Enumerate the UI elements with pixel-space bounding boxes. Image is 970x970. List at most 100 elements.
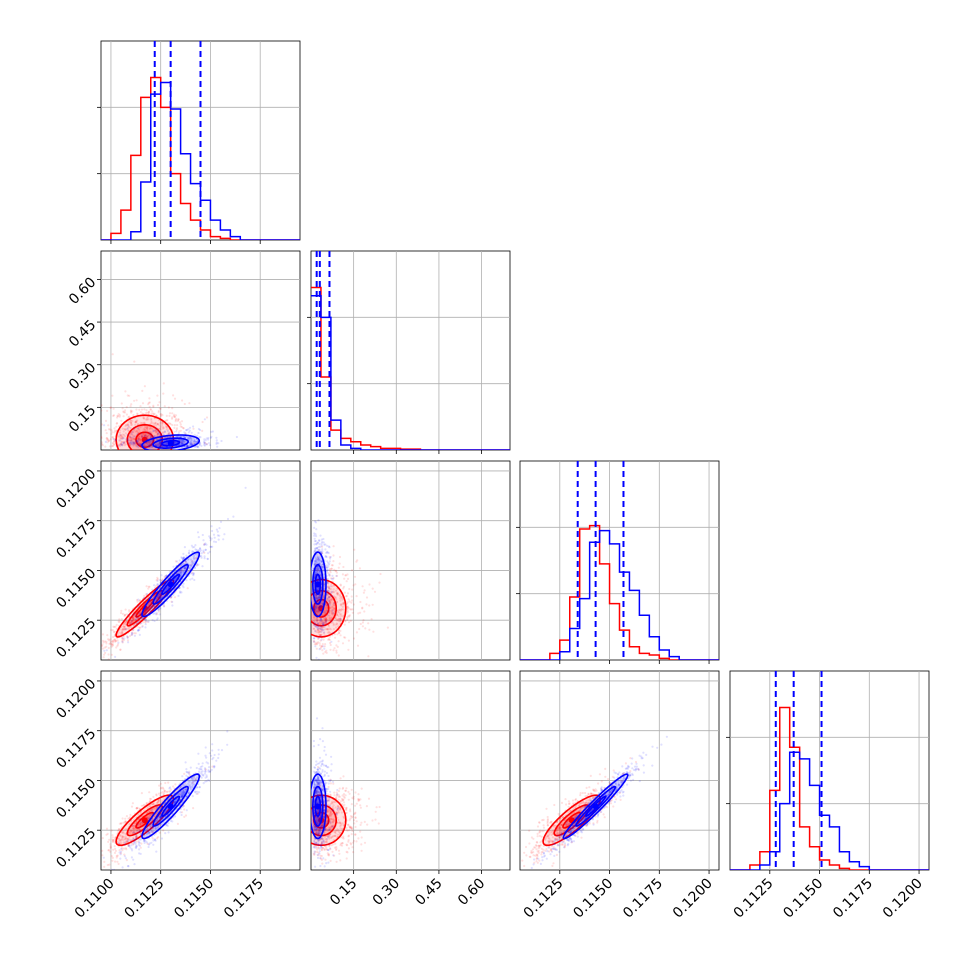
blue-samples xyxy=(312,519,342,660)
sample-point xyxy=(130,633,133,637)
sample-point xyxy=(137,838,141,841)
sample-point xyxy=(113,442,116,446)
sample-point xyxy=(318,571,321,574)
sample-point xyxy=(326,560,329,563)
sample-point xyxy=(315,597,318,600)
sample-point xyxy=(318,604,322,608)
sample-point xyxy=(127,817,130,820)
sample-point xyxy=(351,611,354,614)
sample-point xyxy=(109,642,112,645)
sample-point xyxy=(156,603,159,607)
sample-point xyxy=(146,429,149,432)
sample-point xyxy=(313,562,317,566)
sample-point xyxy=(135,419,138,422)
sample-point xyxy=(132,441,135,444)
sample-point xyxy=(339,583,342,586)
sample-point xyxy=(113,845,116,848)
sample-point xyxy=(181,584,184,587)
sample-point xyxy=(314,645,317,648)
sample-point xyxy=(179,429,182,432)
sample-point xyxy=(109,846,112,850)
sample-point xyxy=(127,438,130,441)
sample-point xyxy=(314,559,317,562)
sample-point xyxy=(315,570,318,573)
sample-point xyxy=(129,829,132,832)
sample-point xyxy=(190,436,193,440)
sample-point xyxy=(130,856,133,859)
sample-point xyxy=(158,831,161,834)
sample-point xyxy=(320,605,323,608)
sample-point xyxy=(117,620,120,623)
sample-point xyxy=(313,563,316,566)
sample-point xyxy=(141,435,144,438)
sample-point xyxy=(172,414,175,418)
sample-point xyxy=(133,830,136,834)
sample-point xyxy=(125,837,128,840)
sample-point xyxy=(194,779,197,782)
sample-point xyxy=(323,622,326,625)
sample-point xyxy=(190,563,193,566)
sample-point xyxy=(165,790,168,793)
sample-point xyxy=(130,443,133,446)
sample-point xyxy=(320,560,323,564)
sample-point xyxy=(152,808,155,811)
sample-point xyxy=(335,569,338,572)
sample-point xyxy=(183,782,187,785)
sample-point xyxy=(118,431,122,434)
sample-point xyxy=(120,443,123,446)
sample-point xyxy=(135,835,138,838)
sample-point xyxy=(209,545,212,548)
sample-point xyxy=(207,438,210,441)
sample-point xyxy=(336,591,339,594)
sample-point xyxy=(185,795,188,798)
sample-point xyxy=(188,439,191,442)
sample-point xyxy=(152,422,155,425)
sample-point xyxy=(143,421,146,424)
sample-point xyxy=(110,432,113,436)
sample-point xyxy=(321,622,324,625)
sample-point xyxy=(173,800,176,804)
sample-point xyxy=(176,560,179,563)
sample-point xyxy=(318,629,321,632)
sample-point xyxy=(128,442,131,445)
sample-point xyxy=(151,604,154,608)
sample-point xyxy=(213,753,216,757)
sample-point xyxy=(328,569,332,572)
sample-point xyxy=(107,653,110,656)
sample-point xyxy=(320,633,323,637)
sample-point xyxy=(164,781,167,785)
sample-point xyxy=(132,438,135,441)
sample-point xyxy=(130,411,133,414)
sample-point xyxy=(340,608,343,611)
sample-point xyxy=(60,436,62,438)
sample-point xyxy=(132,827,135,830)
sample-point xyxy=(190,572,193,575)
sample-point xyxy=(339,595,342,598)
sample-point xyxy=(199,768,202,771)
sample-point xyxy=(112,839,115,842)
sample-point xyxy=(120,822,123,825)
sample-point xyxy=(192,555,195,558)
sample-point xyxy=(316,541,319,544)
sample-point xyxy=(205,543,208,546)
sample-point xyxy=(211,749,214,752)
sample-point xyxy=(317,559,321,562)
sample-point xyxy=(203,441,206,444)
sample-point xyxy=(150,435,153,439)
sample-point xyxy=(149,829,152,832)
sample-point xyxy=(156,617,159,620)
sample-point xyxy=(158,442,162,445)
sample-point xyxy=(328,574,331,577)
sample-point xyxy=(352,603,355,606)
sample-point xyxy=(178,443,181,447)
sample-point xyxy=(184,432,187,435)
sample-point xyxy=(165,442,168,446)
sample-point xyxy=(188,780,191,783)
sample-point xyxy=(324,555,327,558)
sample-point xyxy=(191,550,194,553)
sample-point xyxy=(157,409,160,413)
sample-point xyxy=(200,555,203,558)
sample-point xyxy=(189,437,192,440)
sample-point xyxy=(182,440,185,443)
sample-point xyxy=(122,838,125,842)
